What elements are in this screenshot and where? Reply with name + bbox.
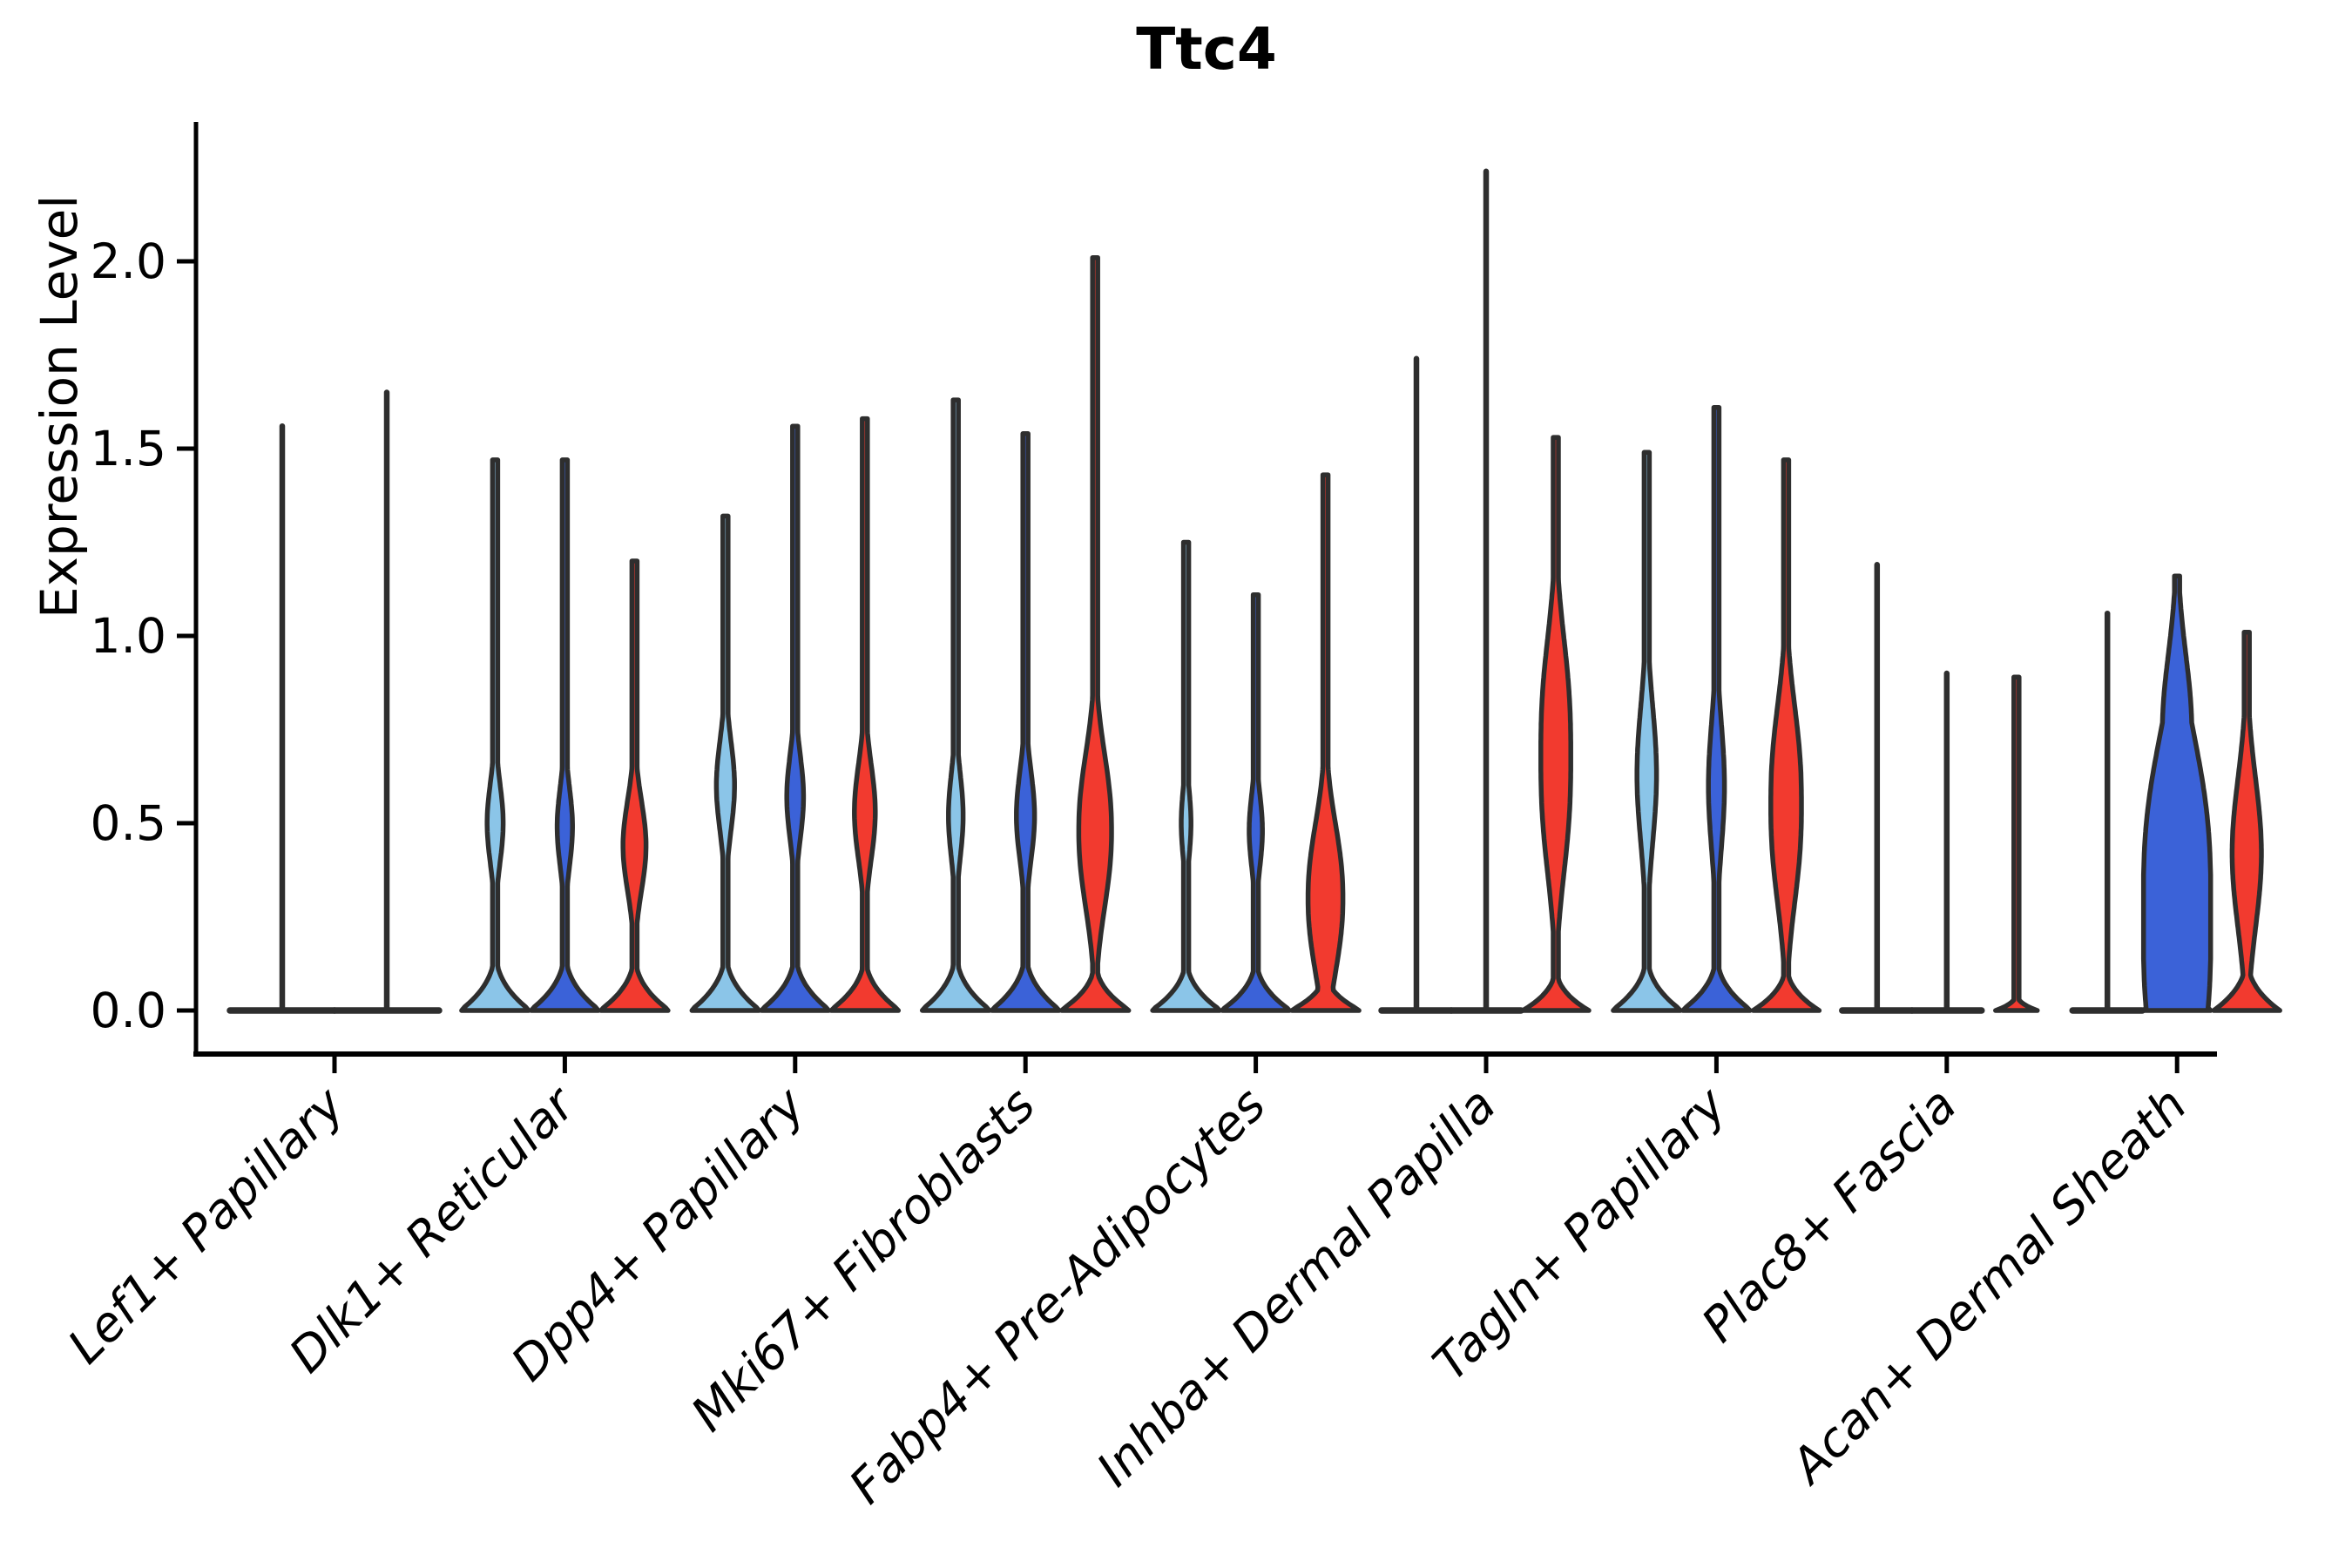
violin-6-red: [1750, 457, 1822, 1013]
violin-4-red: [1289, 472, 1362, 1013]
violin-3-light_blue: [919, 397, 992, 1013]
violin-6-light_blue: [1611, 449, 1683, 1013]
y-tick-label: 0.0: [91, 983, 166, 1038]
y-tick-label: 0.5: [91, 795, 166, 851]
violin-2-light_blue: [689, 513, 762, 1013]
violin-8-dark_blue: [2140, 573, 2213, 1013]
violin-4-dark_blue: [1220, 591, 1292, 1013]
x-tick-label: Fabp4+ Pre-Adipocytes: [838, 1077, 1275, 1514]
x-tick-label: Acan+ Dermal Sheath: [1779, 1077, 2198, 1496]
chart-title: Ttc4: [1136, 16, 1277, 83]
violin-8-red: [2211, 629, 2282, 1013]
violin-2-red: [828, 416, 902, 1013]
y-tick-label: 2.0: [91, 233, 166, 289]
violin-1-light_blue: [459, 457, 531, 1013]
violin-2-dark_blue: [759, 423, 832, 1013]
violin-3-dark_blue: [989, 431, 1062, 1013]
violin-6-dark_blue: [1680, 404, 1753, 1013]
violin-3-red: [1058, 254, 1132, 1013]
violin-1-red: [598, 558, 671, 1013]
x-tick-label: Inhba+ Dermal Papilla: [1086, 1077, 1506, 1497]
y-tick-label: 1.5: [91, 421, 166, 476]
y-tick-label: 1.0: [91, 608, 166, 664]
violin-1-dark_blue: [529, 457, 601, 1013]
violin-7-red: [1993, 674, 2040, 1013]
violin-5-red: [1520, 435, 1592, 1013]
violin-4-light_blue: [1150, 539, 1222, 1013]
